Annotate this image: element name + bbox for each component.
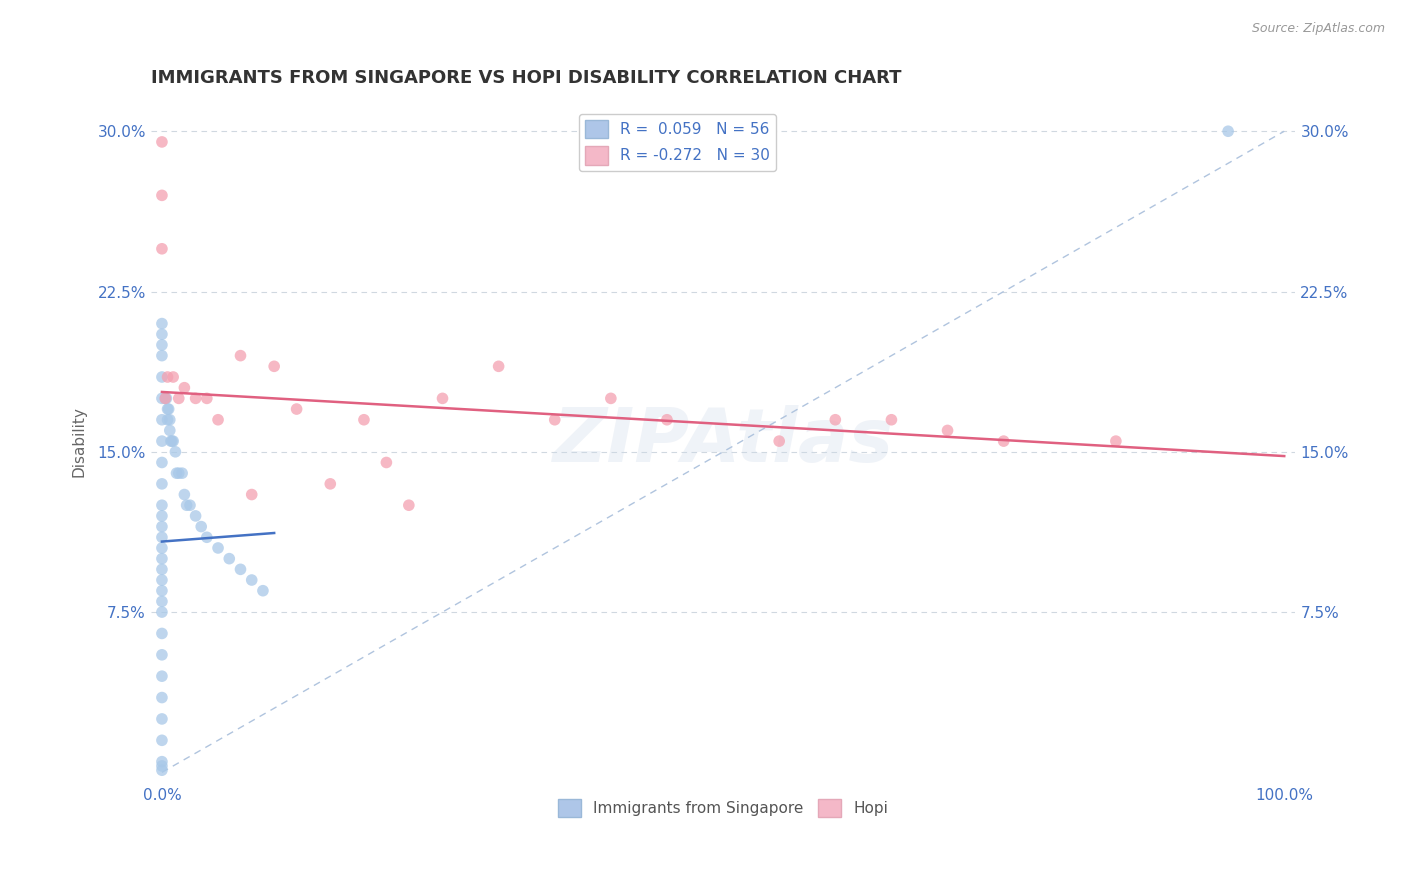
Point <box>150 349 173 363</box>
Point <box>150 498 173 512</box>
Point <box>167 466 190 480</box>
Point <box>162 434 184 449</box>
Point <box>150 573 173 587</box>
Point <box>150 755 173 769</box>
Point <box>150 648 173 662</box>
Point <box>599 392 621 406</box>
Point <box>218 551 240 566</box>
Point <box>544 413 567 427</box>
Point <box>159 424 181 438</box>
Point <box>229 562 252 576</box>
Point <box>155 392 177 406</box>
Point <box>156 402 179 417</box>
Point <box>184 392 207 406</box>
Point <box>150 690 173 705</box>
Point <box>229 349 252 363</box>
Point <box>263 359 285 374</box>
Point <box>398 498 420 512</box>
Point <box>150 759 173 773</box>
Point <box>172 466 194 480</box>
Point <box>184 508 207 523</box>
Point <box>150 562 173 576</box>
Point <box>165 445 187 459</box>
Point <box>285 402 308 417</box>
Point <box>195 392 218 406</box>
Point <box>173 381 195 395</box>
Point <box>162 370 184 384</box>
Point <box>150 605 173 619</box>
Y-axis label: Disability: Disability <box>72 406 86 476</box>
Point <box>155 392 177 406</box>
Point <box>252 583 274 598</box>
Point <box>150 712 173 726</box>
Point <box>150 476 173 491</box>
Point <box>319 476 342 491</box>
Point <box>150 508 173 523</box>
Point <box>824 413 846 427</box>
Point <box>150 455 173 469</box>
Point <box>159 413 181 427</box>
Point <box>880 413 903 427</box>
Text: IMMIGRANTS FROM SINGAPORE VS HOPI DISABILITY CORRELATION CHART: IMMIGRANTS FROM SINGAPORE VS HOPI DISABI… <box>150 69 901 87</box>
Point <box>179 498 201 512</box>
Point <box>150 317 173 331</box>
Text: ZIPAtlas: ZIPAtlas <box>553 405 894 477</box>
Point <box>1216 124 1239 138</box>
Point <box>160 434 183 449</box>
Point <box>176 498 198 512</box>
Point <box>150 338 173 352</box>
Point <box>150 541 173 555</box>
Point <box>150 327 173 342</box>
Point <box>936 424 959 438</box>
Point <box>156 370 179 384</box>
Point <box>150 370 173 384</box>
Point <box>173 487 195 501</box>
Point <box>432 392 454 406</box>
Point <box>150 763 173 777</box>
Point <box>150 669 173 683</box>
Point <box>150 530 173 544</box>
Point <box>150 626 173 640</box>
Point <box>1105 434 1128 449</box>
Point <box>488 359 510 374</box>
Point <box>150 733 173 747</box>
Point <box>167 392 190 406</box>
Point <box>157 402 180 417</box>
Point <box>240 573 263 587</box>
Legend: Immigrants from Singapore, Hopi: Immigrants from Singapore, Hopi <box>551 792 894 823</box>
Point <box>190 519 212 533</box>
Text: Source: ZipAtlas.com: Source: ZipAtlas.com <box>1251 22 1385 36</box>
Point <box>160 434 183 449</box>
Point <box>150 242 173 256</box>
Point <box>768 434 790 449</box>
Point <box>150 594 173 608</box>
Point <box>207 413 229 427</box>
Point <box>993 434 1015 449</box>
Point <box>150 583 173 598</box>
Point <box>166 466 188 480</box>
Point <box>353 413 375 427</box>
Point <box>375 455 398 469</box>
Point <box>150 188 173 202</box>
Point <box>150 519 173 533</box>
Point <box>195 530 218 544</box>
Point <box>150 413 173 427</box>
Point <box>655 413 678 427</box>
Point <box>155 392 177 406</box>
Point <box>150 551 173 566</box>
Point <box>156 413 179 427</box>
Point <box>150 434 173 449</box>
Point <box>150 135 173 149</box>
Point <box>240 487 263 501</box>
Point <box>207 541 229 555</box>
Point <box>150 392 173 406</box>
